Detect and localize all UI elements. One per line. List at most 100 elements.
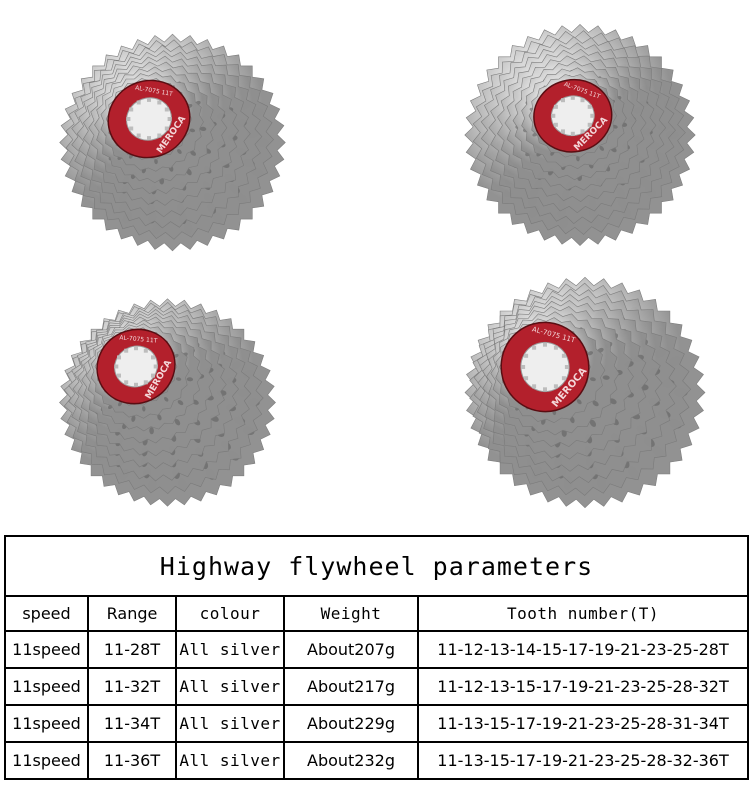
lockring-spline xyxy=(157,100,162,105)
lockring-spline xyxy=(580,129,585,134)
cell-tooth-number: 11-13-15-17-19-21-23-25-28-32-36T xyxy=(417,741,749,780)
lockring-spline xyxy=(151,373,155,378)
lockring-spline xyxy=(124,380,129,385)
sprocket-cutout xyxy=(609,398,617,405)
lockring-spline xyxy=(157,133,162,138)
cell-speed: 11speed xyxy=(4,667,89,706)
sprocket-cutout xyxy=(190,150,197,156)
lockring-spline xyxy=(521,365,526,369)
table-header-row: speed Range colour Weight Tooth number(T… xyxy=(4,595,749,632)
lockring-spline xyxy=(129,107,134,112)
lockring-spline xyxy=(543,342,547,347)
lockring-spline xyxy=(580,98,585,103)
lockring-spline xyxy=(590,113,595,118)
cell-speed: 11speed xyxy=(4,630,89,669)
cell-range: 11-34T xyxy=(87,704,177,743)
header-tooth-number: Tooth number(T) xyxy=(417,595,749,632)
cell-weight: About217g xyxy=(283,667,419,706)
cell-speed: 11speed xyxy=(4,741,89,780)
lockring-spline xyxy=(136,100,141,105)
lockring-spline xyxy=(524,376,529,381)
lockring-spline xyxy=(561,98,565,103)
header-weight: Weight xyxy=(283,595,419,632)
sprocket-cutout xyxy=(592,400,599,407)
lockring-spline xyxy=(524,353,529,358)
cell-colour: All silver xyxy=(175,741,285,780)
lockring-spline xyxy=(117,373,121,378)
lockring-spline xyxy=(114,364,119,369)
sprocket-cutout xyxy=(149,427,154,435)
sprocket-cutout xyxy=(118,401,122,407)
cell-colour: All silver xyxy=(175,667,285,706)
sprocket-cutout xyxy=(602,375,610,380)
lockring-spline xyxy=(134,346,138,351)
lockring-center xyxy=(114,345,158,388)
lockring-spline xyxy=(117,355,121,360)
lockring-spline xyxy=(551,113,556,118)
cell-tooth-number: 11-12-13-15-17-19-21-23-25-28-32T xyxy=(417,667,749,706)
lockring-spline xyxy=(143,380,148,385)
lockring-spline xyxy=(564,365,569,369)
cell-weight: About232g xyxy=(283,741,419,780)
table-title: Highway flywheel parameters xyxy=(4,535,749,597)
lockring-spline xyxy=(561,129,565,134)
lockring-spline xyxy=(532,384,537,389)
lockring-spline xyxy=(587,104,592,109)
cell-weight: About229g xyxy=(283,704,419,743)
lockring-spline xyxy=(561,353,566,358)
sprocket-cutout xyxy=(163,396,169,402)
lockring-spline xyxy=(147,97,151,102)
lockring-spline xyxy=(543,387,547,392)
lockring-spline xyxy=(151,355,155,360)
lockring-center xyxy=(126,97,172,141)
lockring-spline xyxy=(553,104,558,109)
lockring-spline xyxy=(153,364,158,369)
sprocket-cutout xyxy=(186,377,194,382)
sprocket-cutout xyxy=(199,126,207,132)
sprocket-cutout xyxy=(131,415,136,422)
sprocket-cutout xyxy=(177,400,184,406)
lockring-spline xyxy=(164,126,169,131)
lockring-center xyxy=(550,95,595,137)
lockring-spline xyxy=(136,133,141,138)
table-row: 11speed 11-36T All silver About232g 11-1… xyxy=(4,741,749,780)
cell-tooth-number: 11-13-15-17-19-21-23-25-28-31-34T xyxy=(417,704,749,743)
lockring-spline xyxy=(561,376,566,381)
lockring-spline xyxy=(129,126,134,131)
table-title-row: Highway flywheel parameters xyxy=(4,535,749,597)
table-row: 11speed 11-28T All silver About207g 11-1… xyxy=(4,630,749,669)
header-range: Range xyxy=(87,595,177,632)
cell-speed: 11speed xyxy=(4,704,89,743)
sprocket-cutout xyxy=(175,377,182,381)
cell-colour: All silver xyxy=(175,630,285,669)
sprocket-cutout xyxy=(589,419,597,427)
lockring-spline xyxy=(126,117,131,121)
lockring-spline xyxy=(587,122,592,127)
lockring-model-text: AL-7075 11T xyxy=(119,334,158,344)
sprocket-cutout xyxy=(576,399,582,405)
parameters-table: Highway flywheel parameters speed Range … xyxy=(4,535,749,780)
lockring-spline xyxy=(553,384,558,389)
sprocket-cutout xyxy=(587,351,594,356)
sprocket-cutout xyxy=(142,406,146,412)
cell-weight: About207g xyxy=(283,630,419,669)
header-speed: speed xyxy=(4,595,89,632)
sprocket-cutout xyxy=(157,414,162,421)
sprocket-cutout xyxy=(154,158,158,165)
cell-colour: All silver xyxy=(175,704,285,743)
sprocket-cutout xyxy=(177,149,182,154)
sprocket-cutout xyxy=(599,145,605,151)
lockring-spline xyxy=(164,107,169,112)
sprocket-cutout xyxy=(189,128,196,133)
table-row: 11speed 11-32T All silver About217g 11-1… xyxy=(4,667,749,706)
parameters-table-wrap: Highway flywheel parameters speed Range … xyxy=(4,535,749,795)
sprocket-cutout xyxy=(174,418,181,426)
lockring-spline xyxy=(570,95,575,100)
lockring-spline xyxy=(553,122,558,127)
cell-range: 11-36T xyxy=(87,741,177,780)
table-row: 11speed 11-34T All silver About229g 11-1… xyxy=(4,704,749,743)
lockring-spline xyxy=(143,348,148,353)
